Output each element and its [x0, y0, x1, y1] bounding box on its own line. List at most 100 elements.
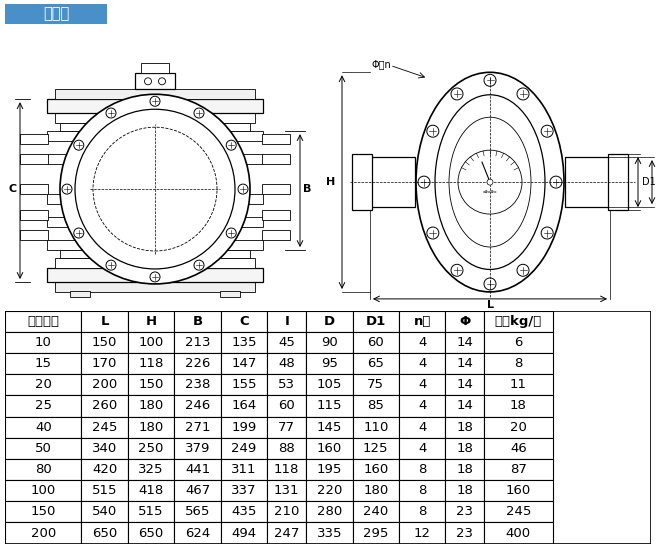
Bar: [262, 230, 290, 240]
Text: 650: 650: [138, 527, 164, 540]
Bar: [268, 501, 306, 522]
Text: 325: 325: [138, 463, 164, 476]
Text: 95: 95: [321, 357, 338, 370]
Bar: [174, 459, 221, 480]
Bar: [135, 73, 175, 89]
Bar: [352, 396, 399, 416]
Bar: [20, 134, 48, 144]
Text: 105: 105: [317, 378, 342, 391]
Text: 155: 155: [232, 378, 257, 391]
Text: 45: 45: [278, 336, 295, 349]
Text: 400: 400: [506, 527, 531, 540]
Circle shape: [541, 125, 553, 137]
Bar: [306, 459, 352, 480]
Bar: [445, 353, 484, 374]
Bar: [268, 311, 306, 332]
Bar: [268, 332, 306, 353]
Bar: [484, 332, 552, 353]
Circle shape: [73, 228, 84, 238]
Bar: [81, 374, 128, 396]
Bar: [262, 134, 290, 144]
Text: 624: 624: [185, 527, 210, 540]
Circle shape: [484, 278, 496, 290]
Bar: [352, 353, 399, 374]
Bar: [268, 438, 306, 459]
Text: 250: 250: [138, 442, 164, 455]
Text: Φ－n: Φ－n: [372, 59, 392, 70]
Circle shape: [150, 96, 160, 106]
Bar: [306, 522, 352, 544]
Text: 8: 8: [514, 357, 523, 370]
Text: 180: 180: [138, 421, 164, 433]
Bar: [128, 438, 174, 459]
Text: 195: 195: [317, 463, 342, 476]
Text: 200: 200: [31, 527, 56, 540]
Bar: [5, 438, 81, 459]
Text: 160: 160: [363, 463, 388, 476]
Bar: [47, 99, 263, 113]
Bar: [5, 522, 81, 544]
Text: 494: 494: [232, 527, 256, 540]
Bar: [81, 416, 128, 438]
Text: 75: 75: [367, 378, 384, 391]
Text: 18: 18: [457, 442, 473, 455]
Bar: [60, 250, 250, 258]
Ellipse shape: [416, 72, 564, 292]
Bar: [55, 282, 255, 292]
Text: 110: 110: [363, 421, 388, 433]
Circle shape: [484, 75, 496, 86]
Bar: [174, 332, 221, 353]
Bar: [81, 332, 128, 353]
Text: 200: 200: [92, 378, 117, 391]
Text: 311: 311: [232, 463, 257, 476]
Bar: [484, 311, 552, 332]
Text: 335: 335: [317, 527, 342, 540]
Text: 60: 60: [278, 399, 295, 413]
Bar: [128, 522, 174, 544]
Bar: [484, 438, 552, 459]
Circle shape: [194, 108, 204, 118]
Text: 85: 85: [367, 399, 384, 413]
Bar: [445, 459, 484, 480]
Circle shape: [550, 176, 562, 188]
Bar: [306, 374, 352, 396]
Text: 260: 260: [92, 399, 117, 413]
Bar: [306, 332, 352, 353]
Bar: [81, 311, 128, 332]
Text: 80: 80: [35, 463, 52, 476]
Text: 20: 20: [35, 378, 52, 391]
Bar: [221, 374, 268, 396]
Text: 164: 164: [232, 399, 256, 413]
Bar: [399, 332, 445, 353]
Bar: [262, 210, 290, 220]
Bar: [352, 374, 399, 396]
Bar: [20, 230, 48, 240]
Bar: [608, 154, 628, 210]
Text: 18: 18: [510, 399, 527, 413]
Bar: [221, 311, 268, 332]
Bar: [5, 459, 81, 480]
Text: 226: 226: [185, 357, 211, 370]
Circle shape: [427, 125, 439, 137]
Bar: [174, 501, 221, 522]
Bar: [399, 501, 445, 522]
Bar: [221, 353, 268, 374]
Text: 145: 145: [317, 421, 342, 433]
Bar: [221, 416, 268, 438]
Text: 249: 249: [232, 442, 256, 455]
Bar: [399, 374, 445, 396]
Text: 6: 6: [514, 336, 523, 349]
Text: 100: 100: [31, 484, 56, 497]
Text: 247: 247: [274, 527, 299, 540]
Text: 515: 515: [92, 484, 117, 497]
Bar: [306, 501, 352, 522]
Text: 240: 240: [363, 505, 388, 518]
Text: 40: 40: [35, 421, 52, 433]
Bar: [47, 268, 263, 282]
Bar: [20, 184, 48, 194]
Text: 14: 14: [457, 399, 473, 413]
Bar: [445, 374, 484, 396]
Bar: [5, 416, 81, 438]
Bar: [306, 311, 352, 332]
Bar: [81, 522, 128, 544]
